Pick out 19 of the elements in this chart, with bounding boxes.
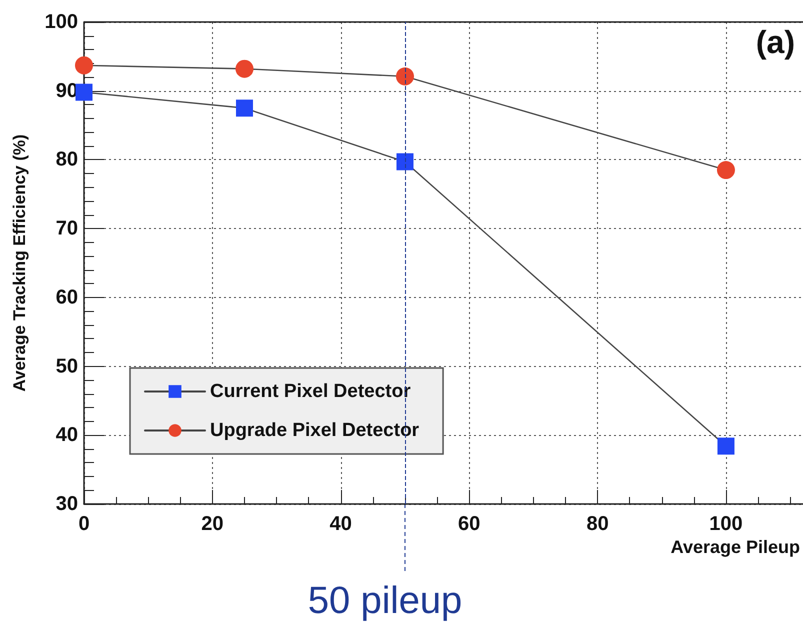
- x-axis-title: Average Pileup: [670, 537, 800, 557]
- y-tick-label: 70: [56, 218, 78, 240]
- y-axis-title: Average Tracking Efficiency (%): [10, 134, 29, 392]
- y-tick-label: 100: [44, 11, 78, 33]
- ref-line-label: 50 pileup: [308, 580, 462, 622]
- x-tick-label: 40: [330, 513, 352, 535]
- y-tick-label: 50: [56, 355, 78, 378]
- x-tick-label: 20: [201, 513, 224, 535]
- y-tick-label: 80: [56, 148, 78, 171]
- x-tick-label: 0: [78, 513, 90, 535]
- legend-label: Upgrade Pixel Detector: [210, 420, 420, 441]
- x-tick-label: 80: [586, 513, 609, 535]
- legend-label: Current Pixel Detector: [210, 381, 412, 402]
- y-tick-label: 40: [56, 424, 78, 446]
- y-tick-label: 60: [56, 286, 78, 308]
- x-tick-label: 60: [458, 513, 480, 535]
- y-tick-label: 30: [56, 493, 78, 515]
- annotation: (a): [756, 24, 795, 60]
- x-tick-label: 100: [709, 513, 743, 535]
